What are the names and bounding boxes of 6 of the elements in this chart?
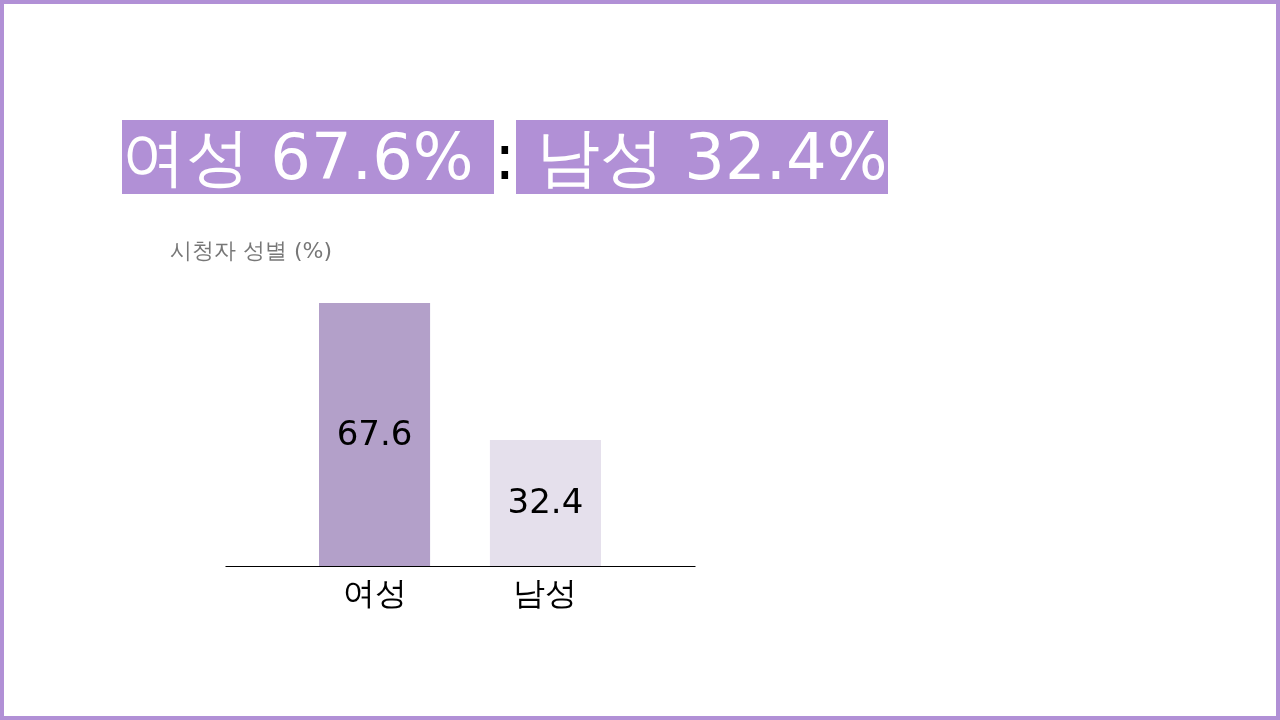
x-tick-label: 여성: [342, 573, 407, 612]
data-label: 32.4: [507, 480, 584, 521]
x-tick-label: 남성: [513, 573, 578, 612]
chart-title: 여성 67.6% : 남성 32.4%: [122, 120, 888, 194]
data-label: 67.6: [336, 412, 413, 453]
chart-subtitle: 시청자 성별 (%): [170, 238, 333, 263]
